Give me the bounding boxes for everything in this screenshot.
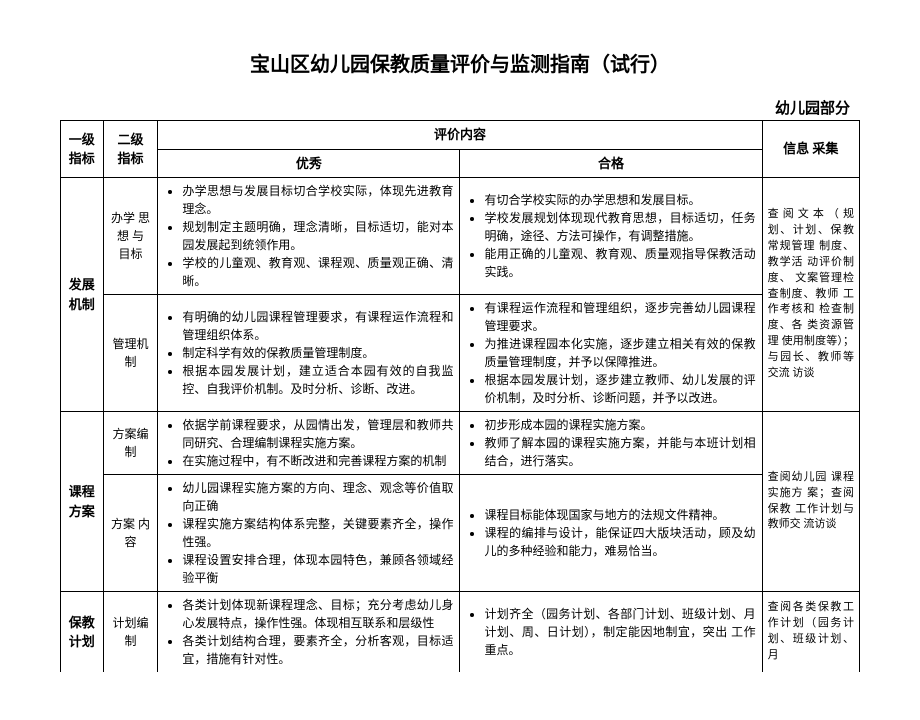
list-item: 幼儿园课程实施方案的方向、理念、观念等价值取向正确 [182,479,453,515]
header-row-1: 一级指标 二级 指标 评价内容 信息 采集 [61,121,860,150]
info-cell: 查阅文本（规划、计划、保教常规管理 制度、教学活 动评价制度、 文案管理检 查制… [762,178,859,412]
list-item: 制定科学有效的保教质量管理制度。 [182,344,453,362]
pass-cell: 初步形成本园的课程实施方案。 教师了解本园的课程实施方案，并能与本班计划相结合，… [460,412,762,475]
th-lvl1: 一级指标 [61,121,104,178]
table-row: 管理机制 有明确的幼儿园课程管理要求，有课程运作流程和管理组织体系。 制定科学有… [61,295,860,412]
th-info: 信息 采集 [762,121,859,178]
pass-cell: 课程目标能体现国家与地方的法规文件精神。 课程的编排与设计，能保证四大版块活动，… [460,475,762,592]
list-item: 依据学前课程要求，从园情出发，管理层和教师共同研究、合理编制课程实施方案。 [182,416,453,452]
list-item: 办学思想与发展目标切合学校实际，体现先进教育理念。 [182,182,453,218]
lvl1-cell: 课程方案 [61,412,104,592]
lvl2-cell: 方案编制 [103,412,158,475]
th-excellent: 优秀 [158,149,460,178]
list-item: 有明确的幼儿园课程管理要求，有课程运作流程和管理组织体系。 [182,308,453,344]
list-item: 各类计划结构合理，要素齐全，分析客观，目标适宜，措施有针对性。 [182,632,453,668]
excellent-cell: 各类计划体现新课程理念、目标；充分考虑幼儿身心发展特点，操作性强。体现相互联系和… [158,592,460,673]
excellent-cell: 有明确的幼儿园课程管理要求，有课程运作流程和管理组织体系。 制定科学有效的保教质… [158,295,460,412]
th-pass: 合格 [460,149,762,178]
excellent-cell: 依据学前课程要求，从园情出发，管理层和教师共同研究、合理编制课程实施方案。 在实… [158,412,460,475]
lvl2-cell: 方案 内容 [103,475,158,592]
list-item: 学校的儿童观、教育观、课程观、质量观正确、清晰。 [182,254,453,290]
list-item: 为推进课程园本化实施，逐步建立相关有效的保教质量管理制度，并予以保障推进。 [484,335,755,371]
table-row: 保教计划 计划编制 各类计划体现新课程理念、目标；充分考虑幼儿身心发展特点，操作… [61,592,860,673]
doc-title: 宝山区幼儿园保教质量评价与监测指南（试行） [60,48,860,77]
list-item: 在实施过程中，有不断改进和完善课程方案的机制 [182,452,453,470]
info-cell: 查阅各类保教工作计划（园务计划、班级计划、月 [762,592,859,673]
list-item: 学校发展规划体现现代教育思想，目标适切，任务明确，途径、方法可操作，有调整措施。 [484,209,755,245]
lvl1-cell: 发展机制 [61,178,104,412]
list-item: 规划制定主题明确，理念清晰，目标适切，能对本园发展起到统领作用。 [182,218,453,254]
table-row: 方案 内容 幼儿园课程实施方案的方向、理念、观念等价值取向正确 课程实施方案结构… [61,475,860,592]
list-item: 课程的编排与设计，能保证四大版块活动，顾及幼儿的多种经验和能力，难易恰当。 [484,524,755,560]
list-item: 课程目标能体现国家与地方的法规文件精神。 [484,506,755,524]
evaluation-table: 一级指标 二级 指标 评价内容 信息 采集 优秀 合格 发展机制 办学 思想 与… [60,120,860,672]
list-item: 根据本园发展计划，建立适合本园有效的自我监控、自我评价机制。及时分析、诊断、改进… [182,362,453,398]
list-item: 能用正确的儿童观、教育观、质量观指导保教活动实践。 [484,245,755,281]
lvl2-cell: 管理机制 [103,295,158,412]
list-item: 根据本园发展计划，逐步建立教师、幼儿发展的评价机制，及时分析、诊断问题，并予以改… [484,371,755,407]
list-item: 各类计划体现新课程理念、目标；充分考虑幼儿身心发展特点，操作性强。体现相互联系和… [182,596,453,632]
excellent-cell: 办学思想与发展目标切合学校实际，体现先进教育理念。 规划制定主题明确，理念清晰，… [158,178,460,295]
excellent-cell: 幼儿园课程实施方案的方向、理念、观念等价值取向正确 课程实施方案结构体系完整，关… [158,475,460,592]
list-item: 有切合学校实际的办学思想和发展目标。 [484,191,755,209]
pass-cell: 计划齐全（园务计划、各部门计划、班级计划、月计划、周、日计划），制定能因地制宜，… [460,592,762,673]
lvl2-cell: 计划编制 [103,592,158,673]
info-cell: 查阅幼儿园 课程实施方 案；查阅保教 工作计划与 教师交 流访谈 [762,412,859,592]
list-item: 教师了解本园的课程实施方案，并能与本班计划相结合，进行落实。 [484,434,755,470]
header-row-2: 优秀 合格 [61,149,860,178]
lvl1-cell: 保教计划 [61,592,104,673]
pass-cell: 有课程运作流程和管理组织，逐步完善幼儿园课程管理要求。 为推进课程园本化实施，逐… [460,295,762,412]
list-item: 课程实施方案结构体系完整，关键要素齐全，操作性强。 [182,515,453,551]
table-row: 发展机制 办学 思想 与 目标 办学思想与发展目标切合学校实际，体现先进教育理念… [61,178,860,295]
list-item: 课程设置安排合理，体现本园特色，兼顾各领域经验平衡 [182,551,453,587]
lvl2-cell: 办学 思想 与 目标 [103,178,158,295]
th-lvl2: 二级 指标 [103,121,158,178]
th-eval: 评价内容 [158,121,762,150]
pass-cell: 有切合学校实际的办学思想和发展目标。 学校发展规划体现现代教育思想，目标适切，任… [460,178,762,295]
list-item: 初步形成本园的课程实施方案。 [484,416,755,434]
doc-subtitle: 幼儿园部分 [60,97,850,118]
list-item: 有课程运作流程和管理组织，逐步完善幼儿园课程管理要求。 [484,299,755,335]
table-row: 课程方案 方案编制 依据学前课程要求，从园情出发，管理层和教师共同研究、合理编制… [61,412,860,475]
